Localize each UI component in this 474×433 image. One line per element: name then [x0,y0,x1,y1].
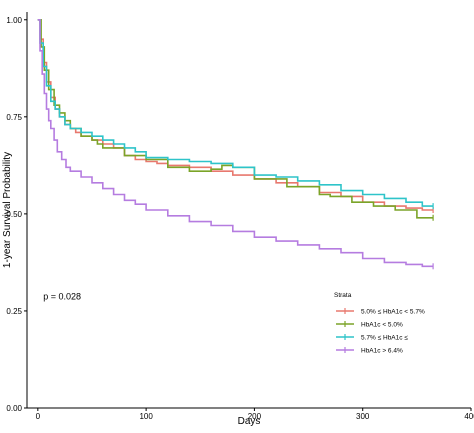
legend-label-0: 5.0% ≤ HbA1c < 5.7% [361,309,425,316]
x-axis-label: Days [238,416,261,427]
x-tick-label: 100 [139,412,153,421]
x-tick-label: 200 [248,412,262,421]
y-tick-label: 0.50 [6,210,22,219]
series-line-0 [37,19,434,211]
y-tick-label: 0.25 [6,307,22,316]
legend-title: Strata [334,292,352,299]
x-tick-label: 400 [464,412,474,421]
y-axis-label: 1-year Survival Probability [2,152,13,268]
legend: Strata 5.0% ≤ HbA1c < 5.7% HbA1c < 5.0% 5.… [334,292,425,355]
legend-label-2: 5.7% ≤ HbA1c ≤ [361,335,408,342]
series-line-3 [37,19,434,268]
series-line-2 [37,19,434,207]
legend-label-3: HbA1c > 6.4% [361,348,403,355]
p-value-annotation: p = 0.028 [43,291,81,301]
x-tick-label: 0 [36,412,41,421]
y-tick-label: 0.75 [6,113,22,122]
y-tick-label: 0.00 [6,404,22,413]
x-tick-label: 300 [356,412,370,421]
axes: 0 100 200 300 400 0.00 0.25 0.50 0.75 1.00 [6,12,474,421]
series-line-1 [37,19,434,219]
legend-label-1: HbA1c < 5.0% [361,322,403,329]
series-layer [37,19,434,270]
y-tick-label: 1.00 [6,16,22,25]
